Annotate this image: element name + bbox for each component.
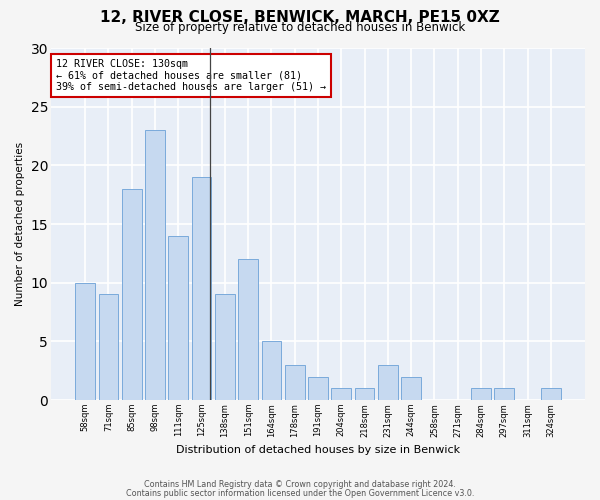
Bar — [471, 388, 491, 400]
Bar — [308, 376, 328, 400]
Bar — [75, 282, 95, 400]
Y-axis label: Number of detached properties: Number of detached properties — [15, 142, 25, 306]
Text: Contains public sector information licensed under the Open Government Licence v3: Contains public sector information licen… — [126, 488, 474, 498]
Text: 12 RIVER CLOSE: 130sqm
← 61% of detached houses are smaller (81)
39% of semi-det: 12 RIVER CLOSE: 130sqm ← 61% of detached… — [56, 58, 326, 92]
Bar — [169, 236, 188, 400]
Bar — [494, 388, 514, 400]
Bar — [145, 130, 165, 400]
Bar — [401, 376, 421, 400]
X-axis label: Distribution of detached houses by size in Benwick: Distribution of detached houses by size … — [176, 445, 460, 455]
Bar — [331, 388, 351, 400]
Bar — [541, 388, 561, 400]
Text: Contains HM Land Registry data © Crown copyright and database right 2024.: Contains HM Land Registry data © Crown c… — [144, 480, 456, 489]
Bar — [98, 294, 118, 400]
Bar — [355, 388, 374, 400]
Bar — [191, 177, 211, 400]
Bar — [238, 259, 258, 400]
Bar — [262, 342, 281, 400]
Bar — [215, 294, 235, 400]
Text: 12, RIVER CLOSE, BENWICK, MARCH, PE15 0XZ: 12, RIVER CLOSE, BENWICK, MARCH, PE15 0X… — [100, 10, 500, 25]
Bar — [122, 189, 142, 400]
Text: Size of property relative to detached houses in Benwick: Size of property relative to detached ho… — [135, 21, 465, 34]
Bar — [285, 365, 305, 400]
Bar — [378, 365, 398, 400]
